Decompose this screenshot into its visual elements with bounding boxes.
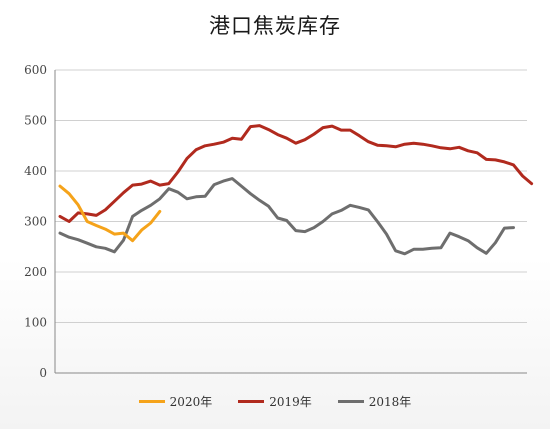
gridlines <box>54 69 527 374</box>
y-tick-label-400: 400 <box>24 164 47 178</box>
legend-swatch-2018 <box>337 400 364 403</box>
y-tick-label-500: 500 <box>24 114 47 128</box>
y-tick-label-300: 300 <box>24 215 47 229</box>
y-tick-label-0: 0 <box>39 366 47 380</box>
series-lines <box>58 124 534 256</box>
y-tick-label-100: 100 <box>24 316 47 330</box>
legend-swatch-2020 <box>138 400 165 403</box>
legend-label-2020: 2020年 <box>169 395 213 409</box>
y-tick-label-200: 200 <box>24 265 47 279</box>
legend-swatch-2019 <box>238 400 265 403</box>
legend-item-2018: 2018年 <box>337 393 412 410</box>
legend-item-2020: 2020年 <box>138 393 213 410</box>
legend-label-2019: 2019年 <box>269 395 312 409</box>
series-line-2018 <box>58 177 515 256</box>
series-line-2020 <box>58 184 162 243</box>
legend: 2020年 2019年 2018年 <box>0 393 550 410</box>
y-tick-label-600: 600 <box>24 63 47 77</box>
series-line-2019 <box>58 124 534 223</box>
chart-title: 港口焦炭库存 <box>209 14 341 38</box>
legend-item-2019: 2019年 <box>238 393 312 410</box>
y-axis-ticks: 0 100 200 300 400 500 600 <box>24 63 47 380</box>
legend-label-2018: 2018年 <box>368 395 412 409</box>
